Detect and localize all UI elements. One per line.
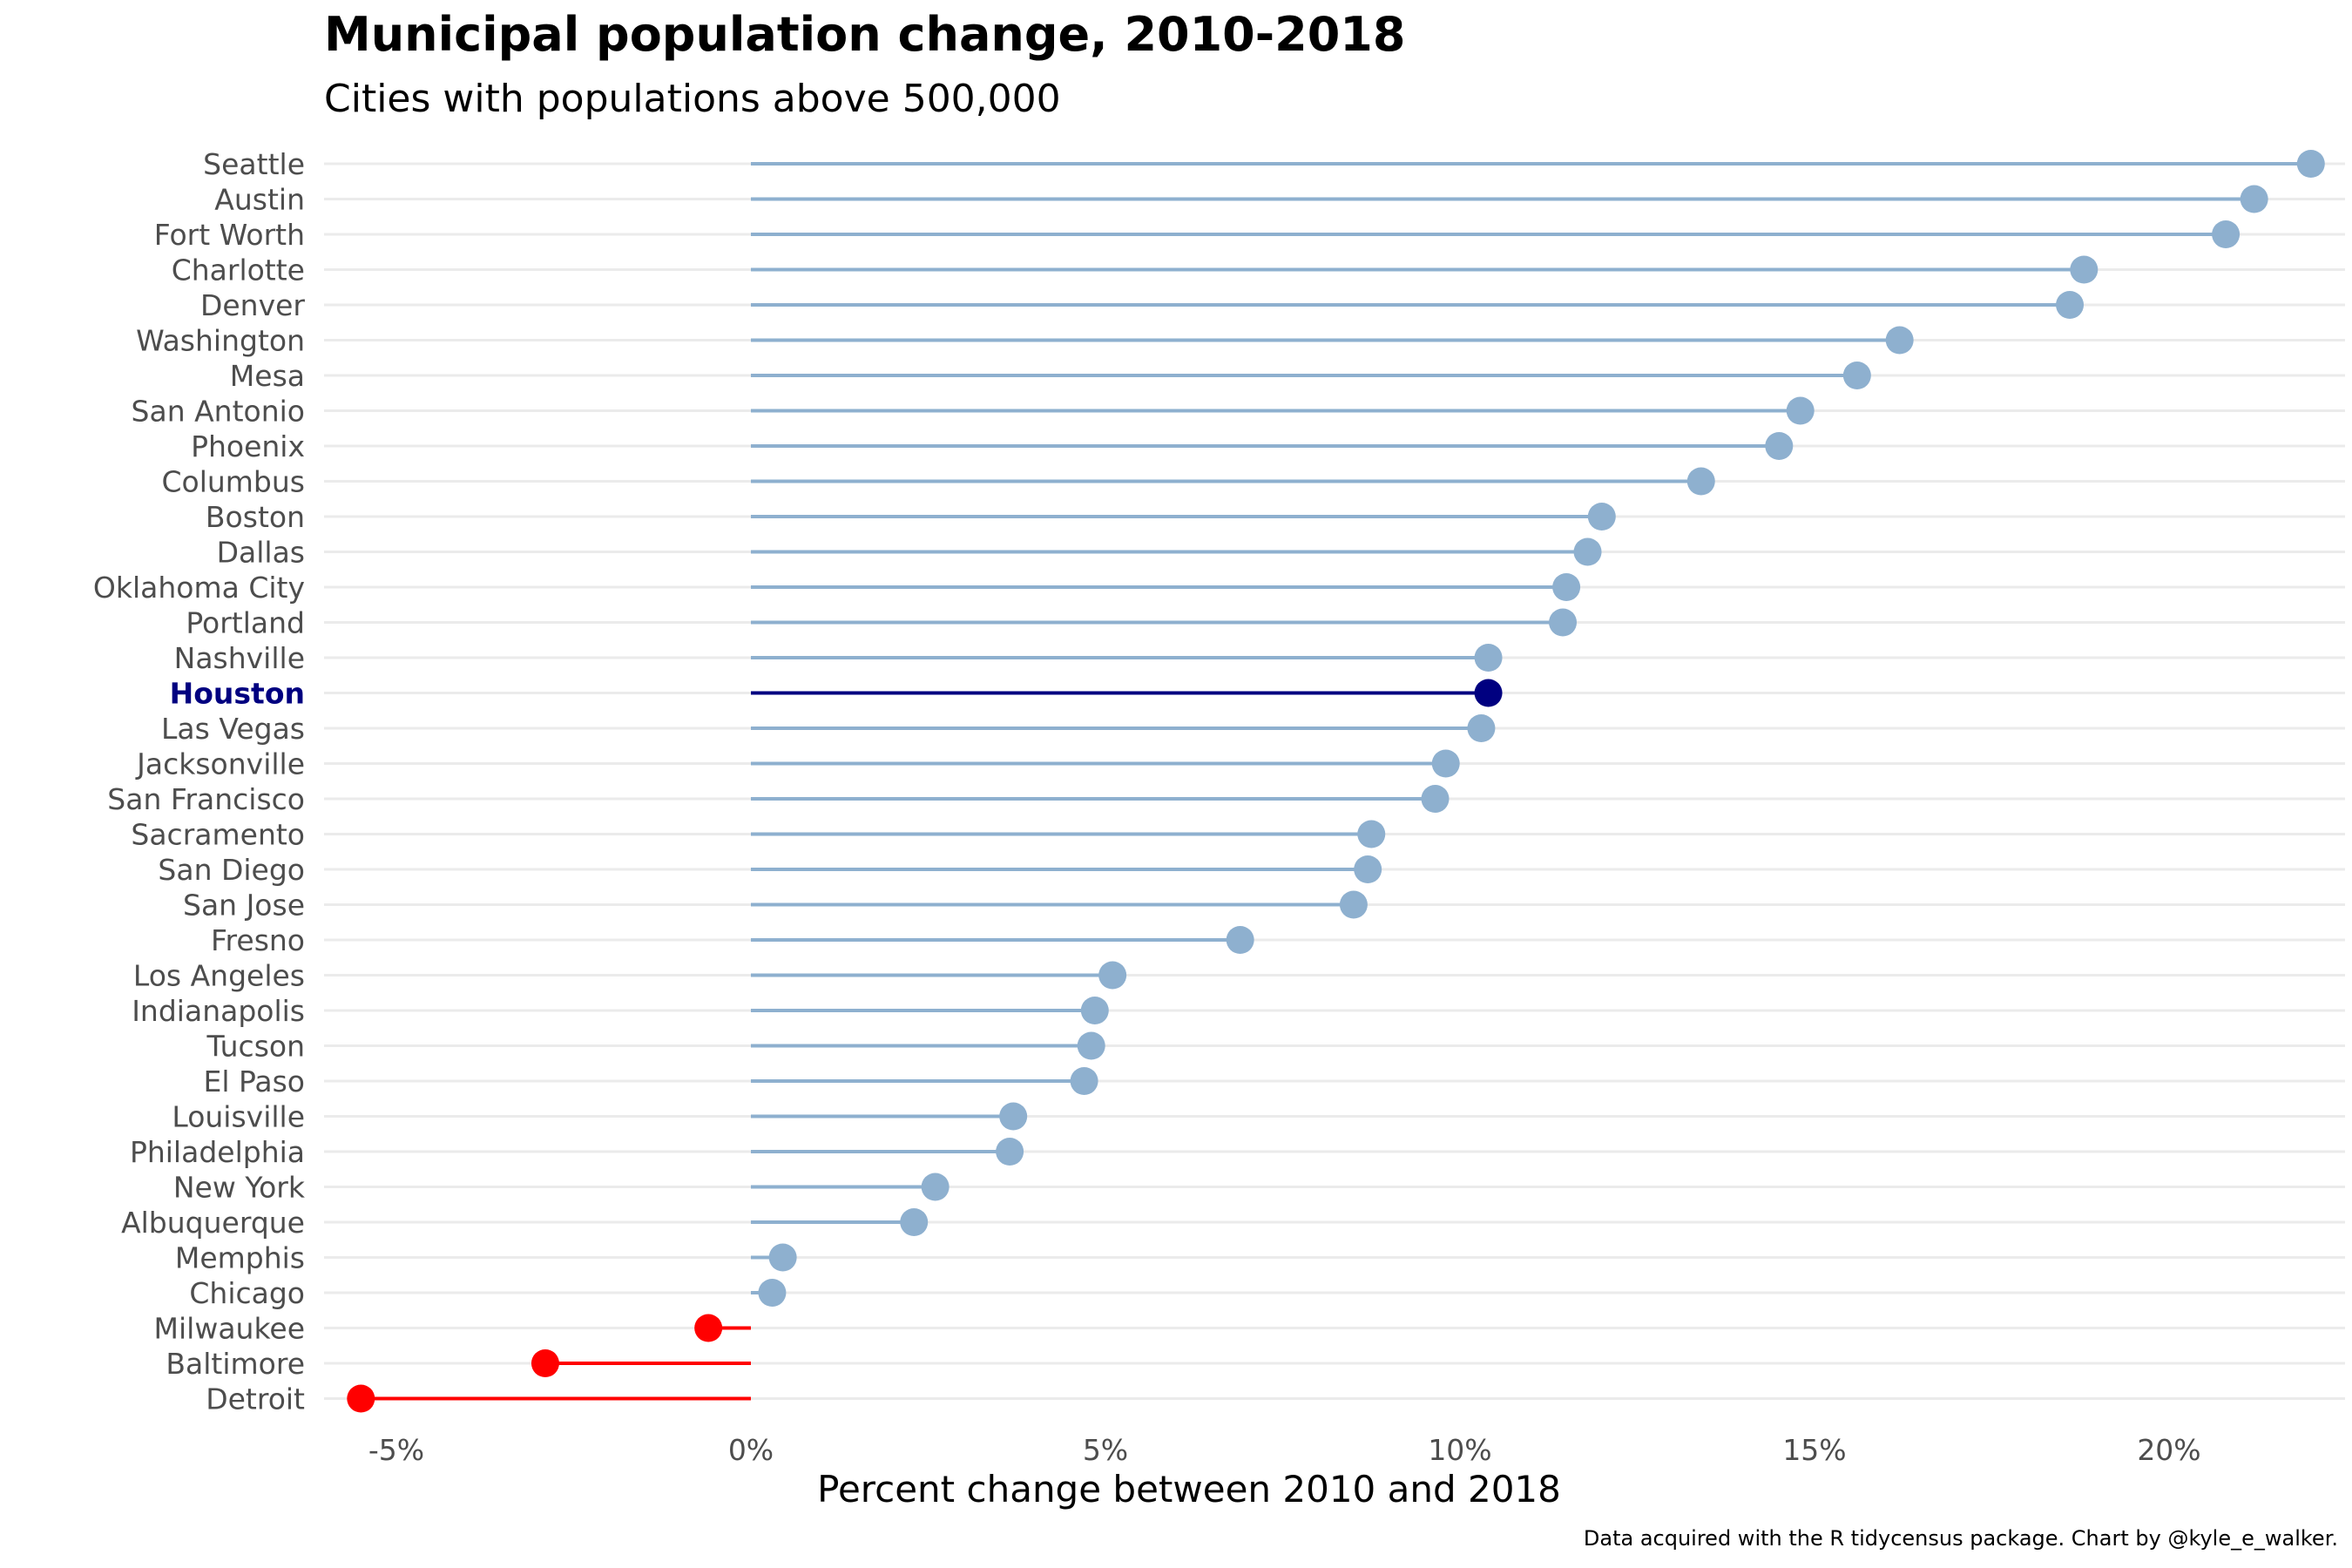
x-tick-label: 15% — [1782, 1433, 1846, 1467]
category-label-columbus: Columbus — [161, 465, 305, 499]
dot-san-antonio — [1786, 396, 1815, 425]
category-label-washington: Washington — [136, 324, 305, 358]
dot-louisville — [999, 1102, 1028, 1131]
dot-memphis — [768, 1243, 797, 1272]
x-axis-tick-labels: -5% 0% 5% 10% 15% 20% — [368, 1433, 2201, 1467]
category-label-boston: Boston — [206, 500, 305, 534]
category-label-san-francisco: San Francisco — [107, 782, 305, 816]
category-label-charlotte: Charlotte — [172, 253, 305, 287]
dot-austin — [2240, 185, 2268, 213]
lollipop-stems — [361, 162, 2311, 1401]
x-tick-label: 0% — [728, 1433, 774, 1467]
x-tick-label: 10% — [1428, 1433, 1491, 1467]
dot-tucson — [1077, 1031, 1105, 1060]
category-label-jacksonville: Jacksonville — [135, 747, 305, 781]
gridlines — [324, 162, 2345, 1400]
dot-columbus — [1686, 467, 1715, 496]
category-label-las-vegas: Las Vegas — [161, 712, 305, 746]
category-label-sacramento: Sacramento — [131, 818, 305, 852]
dot-washington — [1885, 326, 1914, 355]
lollipop-dots — [347, 150, 2325, 1413]
category-label-albuquerque: Albuquerque — [121, 1206, 305, 1240]
dot-el-paso — [1070, 1067, 1098, 1095]
category-label-louisville: Louisville — [172, 1100, 305, 1134]
category-label-seattle: Seattle — [203, 147, 305, 181]
dot-houston — [1474, 679, 1503, 707]
category-label-mesa: Mesa — [230, 359, 305, 393]
category-label-dallas: Dallas — [217, 536, 305, 570]
dot-detroit — [347, 1384, 375, 1413]
category-label-detroit: Detroit — [206, 1382, 305, 1416]
dot-san-jose — [1339, 890, 1368, 919]
dot-philadelphia — [996, 1138, 1024, 1166]
dot-sacramento — [1357, 820, 1386, 848]
x-tick-label: -5% — [368, 1433, 424, 1467]
category-label-baltimore: Baltimore — [166, 1347, 305, 1381]
dot-boston — [1587, 503, 1616, 531]
category-label-oklahoma-city: Oklahoma City — [93, 571, 305, 605]
dot-oklahoma-city — [1552, 573, 1581, 601]
dot-phoenix — [1765, 432, 1794, 460]
category-label-los-angeles: Los Angeles — [133, 959, 305, 993]
category-label-el-paso: El Paso — [203, 1064, 305, 1098]
category-label-tucson: Tucson — [206, 1030, 305, 1064]
dot-mesa — [1842, 362, 1871, 389]
category-label-san-jose: San Jose — [183, 889, 305, 923]
dot-jacksonville — [1431, 749, 1460, 778]
category-label-memphis: Memphis — [175, 1241, 305, 1275]
category-label-indianapolis: Indianapolis — [132, 994, 305, 1028]
dot-chicago — [758, 1279, 787, 1307]
dot-seattle — [2296, 150, 2325, 178]
dot-denver — [2056, 291, 2085, 319]
dot-san-diego — [1354, 855, 1382, 883]
dot-dallas — [1573, 537, 1602, 566]
category-label-fresno: Fresno — [211, 923, 305, 957]
category-label-new-york: New York — [173, 1171, 306, 1205]
category-label-houston: Houston — [170, 677, 305, 711]
category-label-phoenix: Phoenix — [191, 429, 305, 463]
category-label-san-antonio: San Antonio — [132, 395, 305, 429]
dot-new-york — [921, 1173, 950, 1201]
chart-caption: Data acquired with the R tidycensus pack… — [1583, 1526, 2338, 1551]
dot-nashville — [1474, 644, 1503, 672]
dot-san-francisco — [1421, 785, 1450, 813]
category-label-portland: Portland — [186, 606, 305, 640]
category-label-denver: Denver — [200, 288, 305, 322]
dot-indianapolis — [1080, 997, 1109, 1024]
dot-charlotte — [2070, 255, 2099, 284]
category-label-chicago: Chicago — [189, 1276, 305, 1310]
category-label-nashville: Nashville — [174, 641, 305, 675]
x-axis-title: Percent change between 2010 and 2018 — [817, 1468, 1561, 1511]
category-label-san-diego: San Diego — [158, 853, 305, 887]
category-label-austin: Austin — [214, 183, 305, 217]
dot-albuquerque — [900, 1208, 929, 1236]
dot-milwaukee — [694, 1314, 723, 1342]
dot-los-angeles — [1098, 961, 1127, 990]
chart-subtitle: Cities with populations above 500,000 — [324, 77, 1061, 121]
dot-fresno — [1226, 926, 1254, 954]
x-tick-label: 20% — [2137, 1433, 2200, 1467]
category-label-philadelphia: Philadelphia — [130, 1135, 305, 1169]
dot-fort-worth — [2212, 220, 2240, 248]
category-label-milwaukee: Milwaukee — [154, 1312, 305, 1346]
dot-las-vegas — [1467, 714, 1496, 742]
dot-baltimore — [531, 1349, 559, 1377]
dot-portland — [1549, 608, 1578, 637]
chart-title: Municipal population change, 2010-2018 — [324, 7, 1406, 62]
x-tick-label: 5% — [1083, 1433, 1128, 1467]
category-label-fort-worth: Fort Worth — [154, 218, 305, 252]
